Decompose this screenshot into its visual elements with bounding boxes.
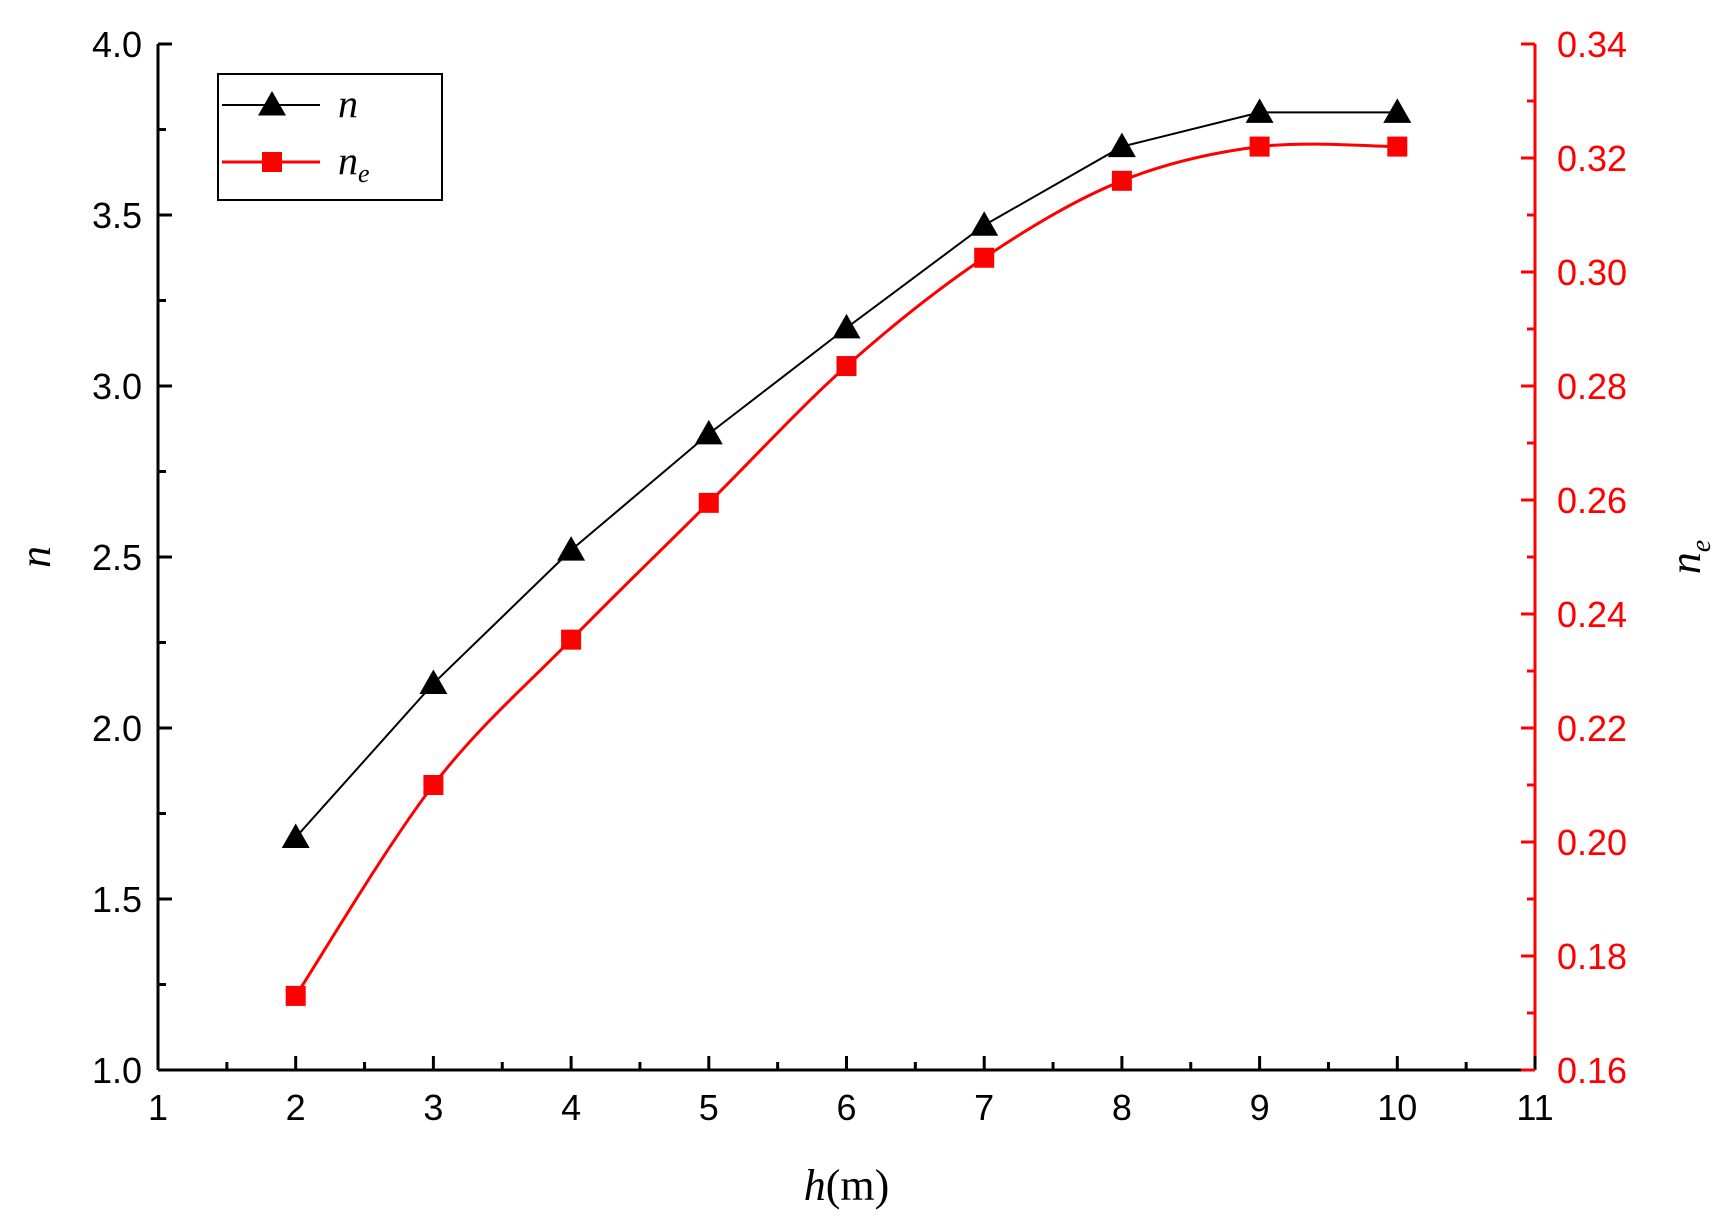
legend-marker-0 bbox=[258, 91, 286, 116]
series-0-point bbox=[832, 313, 861, 339]
legend: nne bbox=[217, 73, 443, 201]
series-0-point bbox=[694, 419, 723, 445]
y-right-tick-label: 0.18 bbox=[1557, 936, 1627, 977]
y-left-axis-title: n bbox=[11, 546, 60, 568]
series-1-point bbox=[974, 247, 995, 268]
y-right-tick-label: 0.32 bbox=[1557, 138, 1627, 179]
x-tick-label: 1 bbox=[148, 1087, 168, 1128]
x-tick-label: 9 bbox=[1250, 1087, 1270, 1128]
legend-box bbox=[217, 73, 443, 201]
series-1-point bbox=[1111, 170, 1132, 191]
y-right-tick-label: 0.16 bbox=[1557, 1050, 1627, 1091]
series-1-point bbox=[561, 629, 582, 650]
y-right-tick-label: 0.24 bbox=[1557, 594, 1627, 635]
axes: 1 2 3 4 5 6 7 8 9 10 11 1.0 1.5 2.0 2.5 3.0 3.5 4.0 0.16 0.… bbox=[11, 24, 1717, 1210]
y-left-tick-label: 3.0 bbox=[92, 366, 142, 407]
legend-label-var: n bbox=[338, 81, 358, 126]
legend-label-var: n bbox=[338, 138, 358, 183]
legend-marker-1 bbox=[262, 152, 282, 172]
series-1-point bbox=[423, 775, 444, 795]
y-right-tick-label: 0.22 bbox=[1557, 708, 1627, 749]
y-right-axis-title: ne bbox=[1661, 540, 1717, 574]
x-tick-label: 10 bbox=[1377, 1087, 1417, 1128]
y-right-tick-label: 0.26 bbox=[1557, 480, 1627, 521]
x-tick-label: 4 bbox=[561, 1087, 581, 1128]
y-right-tick-label: 0.34 bbox=[1557, 24, 1627, 65]
series-1-point bbox=[698, 492, 719, 513]
x-tick-label: 8 bbox=[1112, 1087, 1132, 1128]
y-right-axis-title-sub: e bbox=[1686, 540, 1717, 552]
y-left-axis-title-var: n bbox=[11, 546, 60, 568]
y-left-tick-label: 4.0 bbox=[92, 24, 142, 65]
x-tick-label: 2 bbox=[286, 1087, 306, 1128]
x-tick-label: 3 bbox=[423, 1087, 443, 1128]
series-1-point bbox=[1249, 136, 1270, 157]
y-left-tick-label: 2.5 bbox=[92, 537, 142, 578]
series-0-point bbox=[281, 823, 310, 848]
x-axis-title-unit: (m) bbox=[826, 1161, 890, 1210]
y-right-tick-label: 0.20 bbox=[1557, 822, 1627, 863]
legend-label-sub: e bbox=[358, 159, 370, 188]
y-left-tick-label: 3.5 bbox=[92, 195, 142, 236]
series-0-line bbox=[294, 111, 1398, 839]
y-right-tick-label: 0.28 bbox=[1557, 366, 1627, 407]
x-axis-title-var: h bbox=[804, 1161, 826, 1210]
series-0-point bbox=[1245, 98, 1274, 123]
series-1-point bbox=[836, 356, 857, 377]
y-left-tick-label: 2.0 bbox=[92, 708, 142, 749]
series-0-point bbox=[1383, 98, 1412, 123]
series-1-point bbox=[1387, 136, 1408, 157]
legend-label-0: n bbox=[338, 81, 358, 126]
series-0-point bbox=[970, 211, 999, 236]
series-1-line bbox=[294, 142, 1398, 997]
x-tick-label: 7 bbox=[974, 1087, 994, 1128]
y-right-tick-label: 0.30 bbox=[1557, 252, 1627, 293]
series-0-point bbox=[1107, 132, 1136, 158]
series-0-point bbox=[557, 536, 586, 561]
y-right-axis-title-var: n bbox=[1661, 552, 1710, 574]
series-1-point bbox=[285, 985, 306, 1006]
y-left-tick-label: 1.0 bbox=[92, 1050, 142, 1091]
x-tick-label: 6 bbox=[836, 1087, 856, 1128]
x-tick-label: 5 bbox=[699, 1087, 719, 1128]
x-tick-label: 11 bbox=[1516, 1087, 1553, 1128]
y-left-tick-label: 1.5 bbox=[92, 879, 142, 920]
series-0-point bbox=[419, 669, 448, 695]
plot-area bbox=[281, 98, 1412, 1006]
legend-label-1: ne bbox=[338, 138, 370, 188]
x-axis-title: h(m) bbox=[804, 1161, 890, 1210]
